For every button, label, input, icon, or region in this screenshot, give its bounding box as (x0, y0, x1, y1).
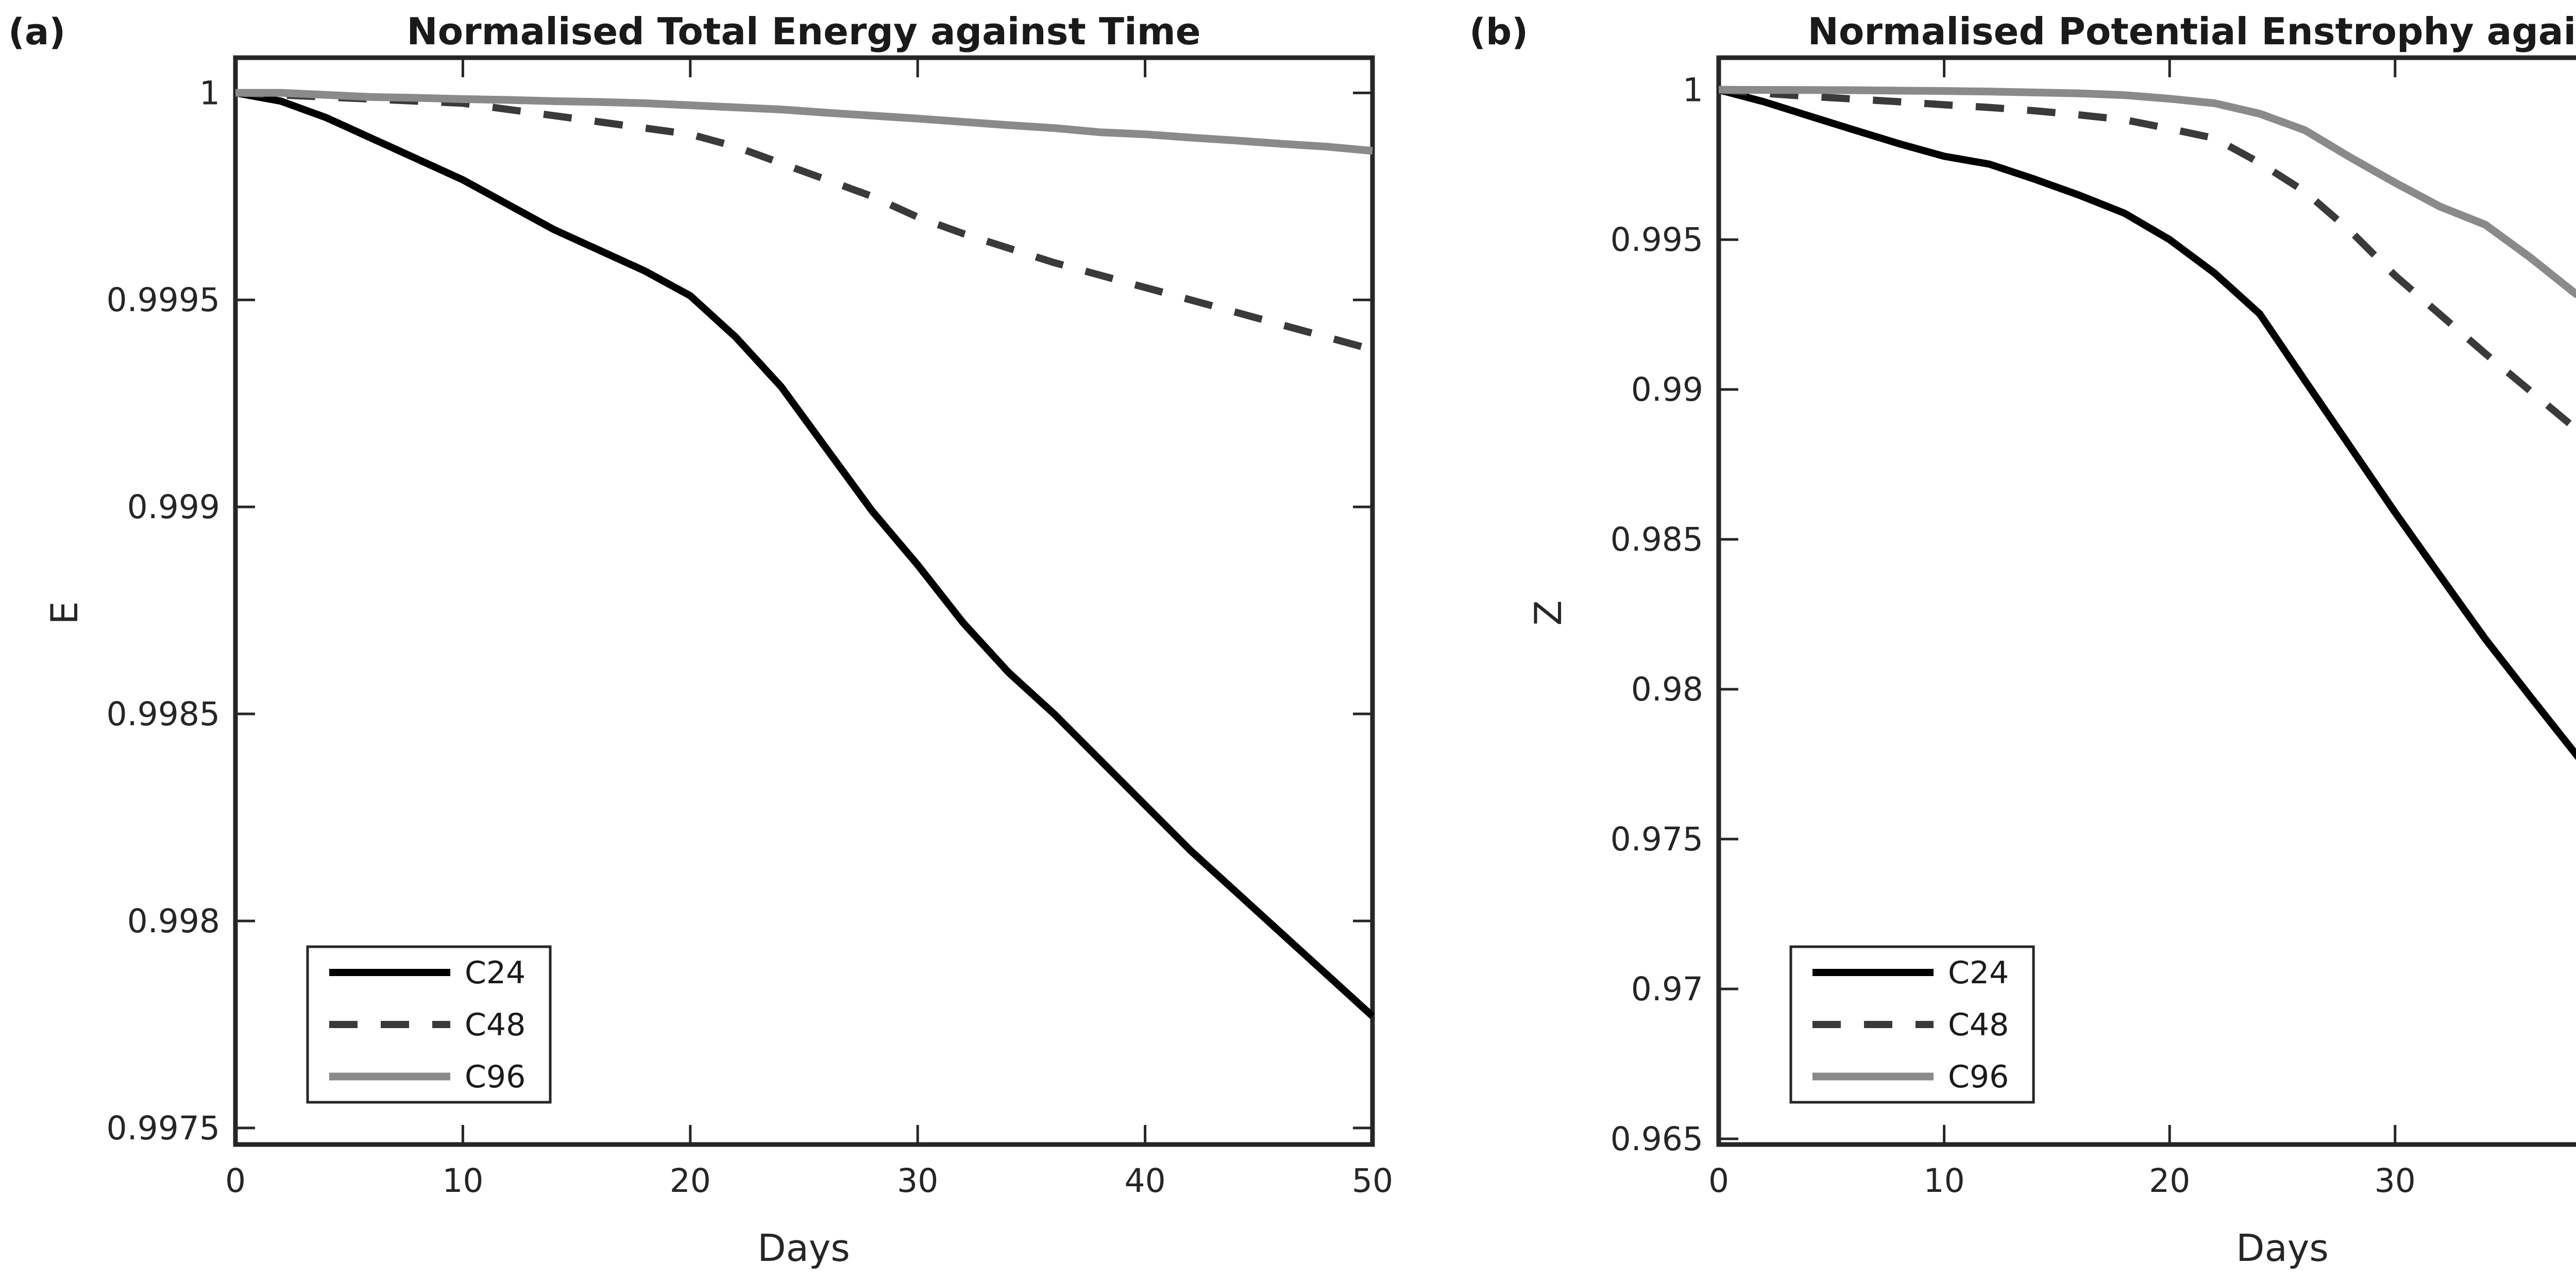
enstrophy-panel: (b) Normalised Potential Enstrophy again… (1449, 0, 2576, 1281)
plot-box (1716, 55, 2576, 1147)
legend-label-c48: C48 (465, 1007, 526, 1043)
y-tick-label: 0.999 (127, 488, 220, 526)
curve-c48 (235, 89, 1374, 353)
legend-label-c96: C96 (465, 1059, 526, 1095)
curve-c24 (234, 89, 1375, 1019)
y-tick-label: 0.975 (1611, 821, 1703, 858)
plot-box (233, 55, 1375, 1147)
plot-area: 0102030405010.9950.990.9850.980.9750.970… (1611, 55, 2576, 1200)
x-tick-label: 10 (1924, 1162, 1965, 1200)
x-tick-label: 50 (1352, 1162, 1393, 1200)
curve-c24 (1718, 86, 2576, 760)
x-tick-label: 10 (442, 1162, 483, 1200)
x-tick-label: 0 (1708, 1162, 1729, 1200)
energy-chart-svg: (a) Normalised Total Energy against Time… (8, 10, 1393, 1270)
x-axis-label-b: Days (2236, 1226, 2329, 1270)
y-axis-label-a: E (43, 601, 86, 625)
enstrophy-chart-svg: (b) Normalised Potential Enstrophy again… (1469, 10, 2576, 1270)
curve-c96 (235, 89, 1373, 155)
y-tick-label: 0.9975 (107, 1109, 220, 1147)
legend-label-c96: C96 (1948, 1059, 2009, 1095)
x-tick-label: 20 (2149, 1162, 2190, 1200)
legend-label-c24: C24 (1948, 955, 2009, 991)
x-tick-label: 20 (670, 1162, 711, 1200)
x-axis-label-a: Days (757, 1226, 850, 1270)
y-tick-label: 0.998 (127, 902, 220, 940)
y-tick-label: 0.965 (1611, 1120, 1703, 1158)
x-tick-label: 0 (225, 1162, 246, 1200)
y-tick-label: 0.97 (1631, 970, 1703, 1008)
y-tick-label: 0.985 (1611, 521, 1703, 558)
y-tick-label: 0.99 (1631, 371, 1703, 408)
x-tick-label: 30 (897, 1162, 938, 1200)
panel-tag-a: (a) (8, 11, 65, 53)
y-tick-label: 0.9985 (107, 695, 220, 733)
chart-title-b: Normalised Potential Enstrophy against T… (1808, 10, 2576, 53)
y-tick-label: 0.98 (1631, 671, 1703, 708)
y-tick-label: 1 (1683, 71, 1703, 109)
chart-title-a: Normalised Total Energy against Time (406, 10, 1200, 53)
panel-tag-b: (b) (1469, 11, 1528, 53)
legend-label-c48: C48 (1948, 1007, 2009, 1043)
x-tick-label: 30 (2375, 1162, 2416, 1200)
y-tick-label: 1 (199, 74, 220, 112)
x-tick-label: 40 (1125, 1162, 1166, 1200)
curve-c48 (1718, 86, 2576, 434)
y-axis-label-b: Z (1527, 600, 1570, 625)
legend-label-c24: C24 (465, 955, 526, 991)
y-tick-label: 0.995 (1611, 221, 1703, 259)
curve-c96 (1718, 86, 2576, 299)
plot-area: 0 10 20 30 40 50 1 0.9995 0.999 0.9985 0.998 0.9975… (107, 55, 1393, 1200)
energy-panel: (a) Normalised Total Energy against Time… (8, 10, 1393, 1270)
y-tick-label: 0.9995 (107, 281, 220, 319)
